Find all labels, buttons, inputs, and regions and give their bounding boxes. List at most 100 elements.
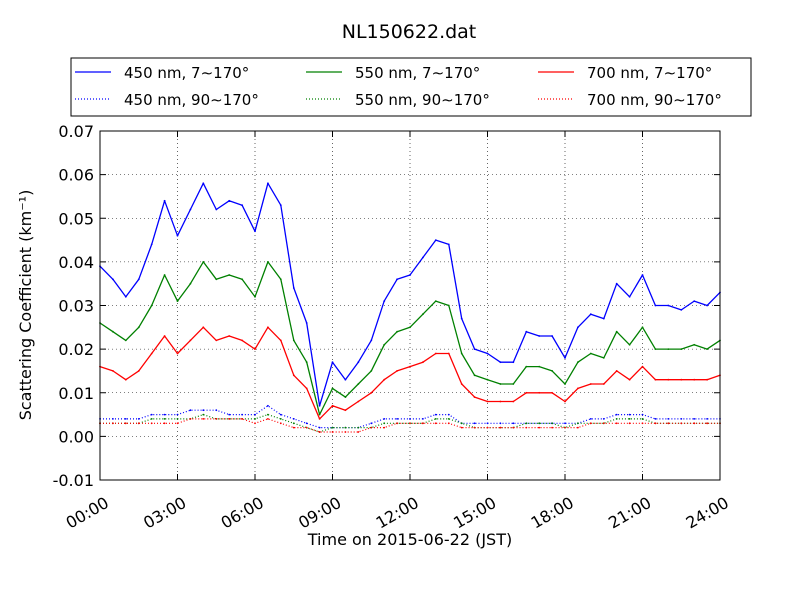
data-point	[267, 418, 269, 420]
data-point	[254, 295, 256, 298]
data-point	[202, 418, 205, 420]
data-point	[641, 413, 644, 416]
legend-label: 550 nm, 7∼170°	[355, 64, 480, 82]
data-point	[486, 352, 489, 355]
data-point	[396, 330, 398, 333]
data-point	[680, 348, 683, 350]
data-point	[292, 287, 295, 289]
data-point	[434, 422, 437, 425]
data-point	[641, 274, 644, 276]
data-point	[512, 422, 515, 425]
data-point	[383, 426, 386, 429]
data-point	[654, 304, 657, 307]
data-point	[551, 391, 553, 394]
data-point	[137, 418, 140, 420]
data-point	[422, 256, 424, 259]
grid	[100, 131, 720, 480]
data-point	[628, 295, 631, 298]
data-point	[163, 274, 166, 276]
data-point	[667, 378, 670, 381]
series-450-nm-7-170	[99, 182, 721, 407]
series-700-nm-90-170	[99, 418, 721, 433]
data-point	[292, 374, 295, 377]
data-point	[538, 335, 541, 337]
data-point	[163, 335, 166, 337]
data-point	[189, 339, 192, 342]
data-point	[486, 422, 489, 425]
data-point	[654, 418, 657, 420]
data-point	[409, 418, 411, 420]
data-point	[124, 339, 127, 342]
data-point	[512, 400, 515, 403]
data-point	[383, 343, 386, 346]
data-point	[383, 300, 386, 302]
data-point	[215, 409, 218, 412]
data-point	[189, 418, 192, 420]
data-point	[667, 418, 670, 420]
data-point	[189, 208, 192, 211]
data-point	[551, 422, 553, 425]
data-point	[331, 431, 334, 433]
data-point	[331, 426, 334, 429]
data-point	[124, 295, 127, 298]
data-point	[396, 278, 398, 281]
data-point	[706, 378, 708, 381]
data-point	[434, 418, 437, 420]
data-point	[279, 422, 282, 425]
data-point	[654, 378, 657, 381]
data-point	[305, 387, 308, 390]
data-point	[254, 230, 256, 233]
data-point	[589, 418, 592, 420]
data-point	[693, 300, 696, 302]
data-point	[137, 278, 140, 281]
data-point	[589, 313, 592, 316]
data-point	[215, 339, 218, 342]
data-point	[564, 400, 566, 403]
data-point	[706, 348, 708, 350]
data-point	[525, 422, 528, 425]
chart-title: NL150622.dat	[342, 21, 477, 43]
data-point	[460, 426, 463, 429]
data-point	[137, 326, 140, 329]
data-point	[267, 182, 269, 185]
data-point	[279, 413, 282, 416]
data-point	[344, 431, 347, 433]
data-point	[615, 413, 618, 416]
series-layer	[99, 182, 721, 433]
data-point	[112, 418, 114, 420]
data-point	[383, 418, 386, 420]
data-point	[383, 422, 386, 425]
data-point	[318, 431, 321, 433]
data-point	[176, 413, 179, 416]
data-point	[331, 361, 334, 364]
data-point	[602, 383, 605, 385]
data-point	[228, 418, 231, 420]
data-point	[615, 370, 618, 372]
data-point	[150, 352, 153, 355]
data-point	[589, 352, 592, 355]
data-point	[409, 326, 411, 329]
data-point	[292, 426, 295, 429]
data-point	[409, 274, 411, 276]
data-point	[254, 413, 256, 416]
x-axis-label: Time on 2015-06-22 (JST)	[307, 530, 512, 549]
data-point	[215, 208, 218, 211]
data-point	[202, 326, 205, 329]
data-point	[292, 418, 295, 420]
data-point	[680, 418, 683, 420]
data-point	[460, 422, 463, 425]
data-point	[383, 378, 386, 381]
data-point	[538, 426, 541, 429]
data-point	[641, 418, 644, 420]
data-point	[267, 404, 269, 407]
y-tick-label: 0.01	[58, 384, 94, 403]
y-tick-label: 0.00	[58, 427, 94, 446]
data-point	[344, 426, 347, 429]
data-point	[512, 426, 515, 429]
data-point	[279, 339, 282, 342]
data-point	[305, 361, 308, 364]
data-point	[447, 418, 450, 420]
y-tick-label: 0.03	[58, 297, 94, 316]
data-point	[331, 404, 334, 407]
